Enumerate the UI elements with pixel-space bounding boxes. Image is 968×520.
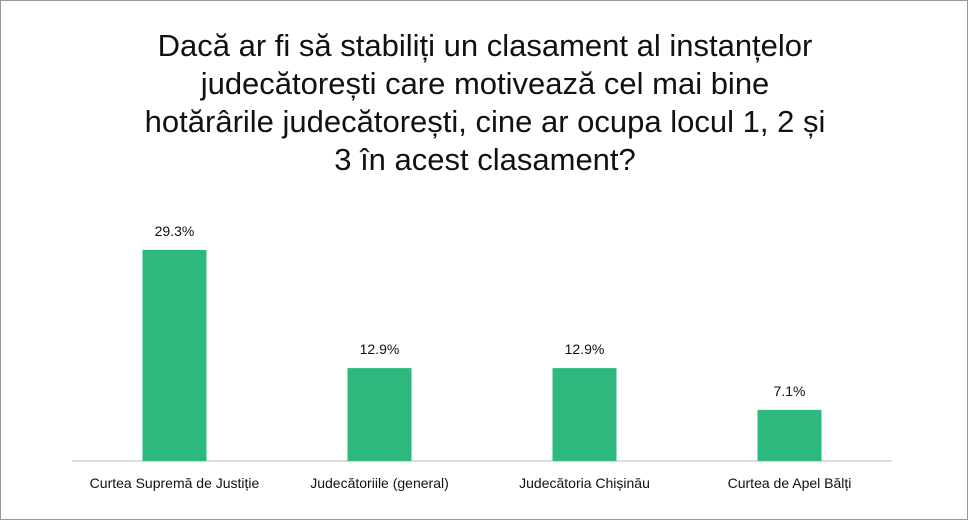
x-tick-label: Curtea de Apel Bălți	[727, 475, 852, 491]
bar	[757, 409, 822, 461]
bar	[347, 368, 412, 461]
x-tick-label: Curtea Supremă de Justiție	[89, 475, 260, 491]
x-tick-label: Judecătoria Chișinău	[519, 475, 650, 491]
bar	[142, 250, 207, 461]
value-label: 12.9%	[359, 341, 400, 358]
chart-title: Dacă ar fi să stabiliți un clasament al …	[144, 28, 826, 177]
value-label: 12.9%	[564, 341, 605, 358]
value-label: 29.3%	[154, 223, 195, 239]
bar	[552, 368, 617, 461]
x-tick-label: Judecătoriile (general)	[310, 475, 449, 491]
value-label: 7.1%	[773, 382, 806, 399]
